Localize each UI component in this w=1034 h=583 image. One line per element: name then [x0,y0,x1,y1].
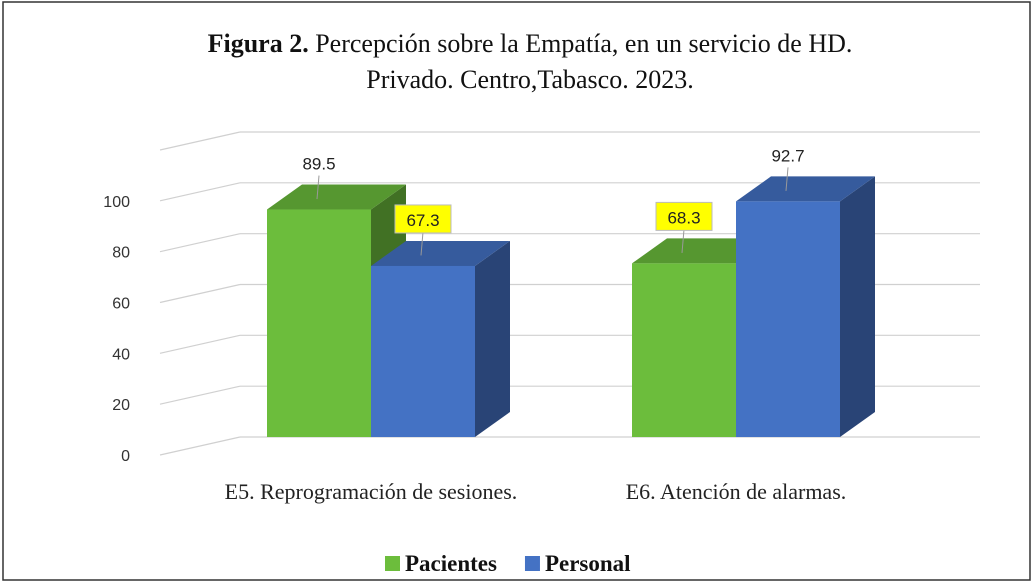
chart-title: Figura 2. Percepción sobre la Empatía, e… [208,29,853,58]
legend-swatch [385,556,400,571]
bar-side [475,240,510,437]
label-leader [420,231,424,256]
y-tick-label: 80 [112,245,130,262]
y-tick-label: 60 [112,296,130,313]
y-tick-label: 20 [112,397,130,414]
value-label: 67.3 [406,211,439,230]
bar [267,209,371,437]
grid-line [159,283,241,304]
title-line: Percepción sobre la Empatía, en un servi… [315,29,852,58]
y-tick-label: 40 [112,346,130,363]
value-label-box [394,204,452,234]
title-label: Figura 2. [208,29,309,58]
grid-line [159,182,241,202]
chart-title: Privado. Centro,Tabasco. 2023. [366,65,693,94]
bar [371,265,475,437]
legend-label: Pacientes [405,551,497,576]
grid-line [159,334,241,354]
grid-line [159,233,241,253]
bar-top [736,176,875,202]
value-label: 68.3 [667,208,700,227]
label-leader [785,167,789,191]
value-label: 92.7 [771,146,804,165]
value-label-box [655,201,713,231]
bar [736,201,840,437]
bar-top [267,184,406,210]
label-leader [316,175,320,200]
x-tick-label: E5. Reprogramación de sesiones. [224,479,518,504]
legend-swatch [524,556,540,571]
grid-line [159,436,241,456]
bar-top [371,240,510,266]
grid-line [159,131,241,151]
label-leader [681,229,685,253]
value-label: 89.5 [302,155,335,174]
y-tick-label: 0 [121,448,130,465]
grid-line [159,385,241,405]
x-tick-label: E6. Atención de alarmas. [625,479,847,504]
y-tick-label: 100 [103,194,130,211]
bar-side [840,176,875,437]
bar [632,263,736,437]
legend-label: Personal [545,551,631,576]
